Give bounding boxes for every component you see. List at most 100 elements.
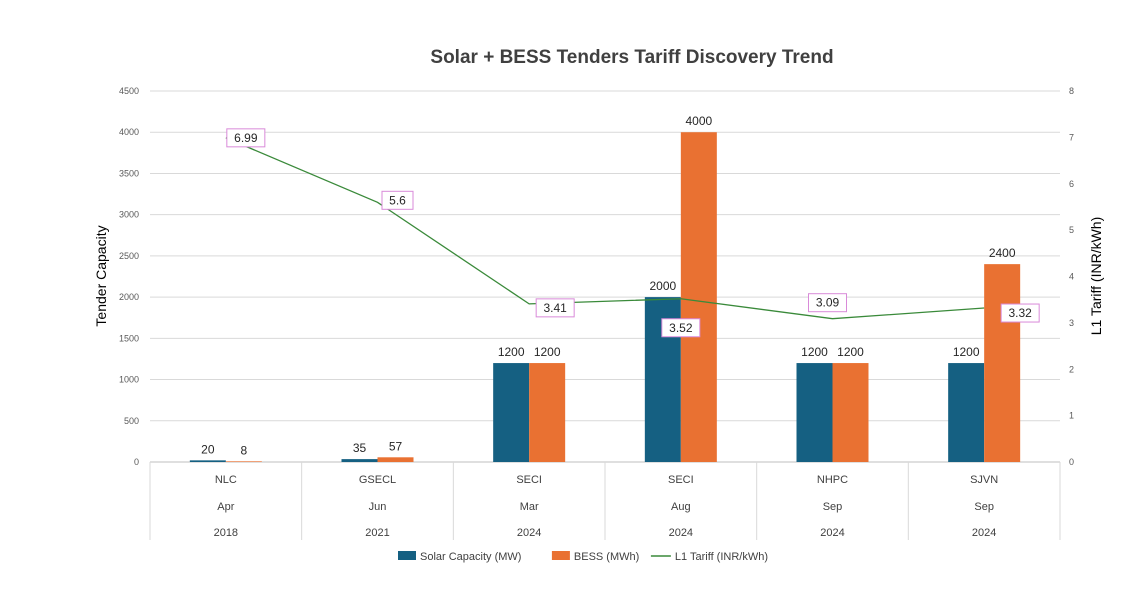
tariff-label-box bbox=[1000, 303, 1040, 323]
solar-bar bbox=[796, 363, 833, 462]
tariff-label-box bbox=[808, 293, 847, 313]
tariff-line-group bbox=[225, 137, 985, 320]
solar-bar bbox=[493, 363, 530, 462]
tariff-value-label: 3.52 bbox=[669, 321, 693, 335]
tariff-value-label: 3.41 bbox=[543, 301, 567, 315]
category-name: SECI bbox=[516, 474, 542, 486]
y2-tick-label: 8 bbox=[1069, 86, 1074, 96]
x-axis-category-table: NLC Apr 2018 GSECL Jun 2021 SECI Mar 2024 SECI Aug… bbox=[149, 462, 1061, 540]
bess-value-label: 4000 bbox=[685, 114, 712, 128]
y-tick-label: 3500 bbox=[119, 168, 139, 178]
bess-bar bbox=[529, 363, 566, 462]
y-tick-label: 1500 bbox=[119, 333, 139, 343]
legend-swatch-bess bbox=[551, 551, 570, 560]
legend-item: BESS (MWh) bbox=[551, 551, 639, 563]
y-axis-right: 0 1 2 3 4 5 6 7 8 bbox=[1069, 86, 1074, 467]
solar-value-label: 1200 bbox=[498, 345, 525, 359]
tariff-value-label: 3.09 bbox=[816, 296, 840, 310]
legend-label: Solar Capacity (MW) bbox=[420, 551, 521, 563]
legend-item: L1 Tariff (INR/kWh) bbox=[650, 551, 768, 563]
category-year: 2024 bbox=[972, 527, 996, 539]
solar-value-label: 1200 bbox=[953, 345, 980, 359]
tariff-label: 3.41 bbox=[535, 298, 575, 318]
solar-value-label: 1200 bbox=[801, 345, 828, 359]
bess-value-label: 2400 bbox=[989, 246, 1016, 260]
tariff-label: 3.09 bbox=[808, 293, 847, 313]
legend: Solar Capacity (MW) BESS (MWh) L1 Tariff (… bbox=[398, 551, 768, 563]
bess-bar bbox=[984, 264, 1021, 462]
legend-label: BESS (MWh) bbox=[574, 551, 639, 563]
y2-tick-label: 7 bbox=[1069, 132, 1074, 142]
tariff-label: 5.6 bbox=[381, 190, 414, 210]
bess-value-label: 57 bbox=[389, 439, 403, 453]
tariff-line bbox=[225, 137, 985, 320]
gridlines bbox=[150, 90, 1060, 463]
y-axis-title-right: L1 Tariff (INR/kWh) bbox=[1088, 217, 1104, 336]
solar-value-label: 2000 bbox=[649, 279, 676, 293]
category-year: 2024 bbox=[669, 527, 693, 539]
category-month: Sep bbox=[974, 501, 994, 513]
category-year: 2024 bbox=[820, 527, 844, 539]
category-name: SECI bbox=[668, 474, 694, 486]
bess-bar bbox=[377, 457, 414, 462]
tariff-label: 3.52 bbox=[661, 318, 701, 338]
category-year: 2018 bbox=[214, 527, 238, 539]
tariff-label-box bbox=[226, 128, 266, 148]
y2-tick-label: 1 bbox=[1069, 411, 1074, 421]
tariff-value-label: 6.99 bbox=[234, 131, 258, 145]
y2-tick-label: 2 bbox=[1069, 364, 1074, 374]
tariff-value-label: 5.6 bbox=[389, 193, 406, 207]
bess-bar bbox=[832, 363, 869, 462]
y-tick-label: 4500 bbox=[119, 86, 139, 96]
solar-value-label: 35 bbox=[353, 441, 367, 455]
bars bbox=[189, 132, 1021, 462]
category-name: NLC bbox=[215, 474, 237, 486]
category-year: 2021 bbox=[365, 527, 389, 539]
tariff-label-box bbox=[381, 190, 414, 210]
y2-tick-label: 4 bbox=[1069, 272, 1074, 282]
y-axis-title-left: Tender Capacity bbox=[93, 225, 109, 326]
tariff-value-label: 3.32 bbox=[1008, 306, 1032, 320]
y2-tick-label: 0 bbox=[1069, 457, 1074, 467]
y-tick-label: 2500 bbox=[119, 251, 139, 261]
y2-tick-label: 3 bbox=[1069, 318, 1074, 328]
legend-swatch-solar bbox=[398, 551, 416, 560]
category-name: SJVN bbox=[970, 474, 998, 486]
y2-tick-label: 5 bbox=[1069, 225, 1074, 235]
category-month: Sep bbox=[823, 501, 843, 513]
y-tick-label: 500 bbox=[124, 416, 139, 426]
bess-value-label: 8 bbox=[240, 443, 247, 457]
bess-value-label: 1200 bbox=[837, 345, 864, 359]
tariff-label: 6.99 bbox=[226, 128, 266, 148]
solar-value-label: 20 bbox=[201, 442, 215, 456]
legend-item: Solar Capacity (MW) bbox=[398, 551, 521, 563]
category-year: 2024 bbox=[517, 527, 541, 539]
y-tick-label: 0 bbox=[134, 457, 139, 467]
chart-title: Solar + BESS Tenders Tariff Discovery Tr… bbox=[430, 47, 833, 68]
category-month: Jun bbox=[369, 501, 387, 513]
bess-bar bbox=[225, 461, 262, 462]
y-tick-label: 4000 bbox=[119, 127, 139, 137]
category-month: Apr bbox=[217, 501, 234, 513]
tariff-label-box bbox=[661, 318, 701, 338]
y-tick-label: 3000 bbox=[119, 210, 139, 220]
bess-value-label: 1200 bbox=[534, 345, 561, 359]
data-labels: 20 35 1200 2000 1200 1200 8 57 1200 4000 1200 2400 6… bbox=[201, 114, 1040, 457]
y-axis-left: 0 500 1000 1500 2000 2500 3000 3500 4000 4500 bbox=[119, 86, 139, 467]
solar-bar bbox=[189, 460, 226, 462]
tariff-label: 3.32 bbox=[1000, 303, 1040, 323]
category-month: Mar bbox=[520, 501, 539, 513]
y2-tick-label: 6 bbox=[1069, 179, 1074, 189]
tariff-label-box bbox=[535, 298, 575, 318]
bess-bar bbox=[680, 132, 717, 462]
legend-label: L1 Tariff (INR/kWh) bbox=[675, 551, 768, 563]
solar-bar bbox=[341, 459, 378, 462]
category-name: GSECL bbox=[359, 474, 396, 486]
category-name: NHPC bbox=[817, 474, 848, 486]
solar-bar bbox=[948, 363, 985, 462]
y-tick-label: 1000 bbox=[119, 375, 139, 385]
y-tick-label: 2000 bbox=[119, 292, 139, 302]
category-month: Aug bbox=[671, 501, 691, 513]
